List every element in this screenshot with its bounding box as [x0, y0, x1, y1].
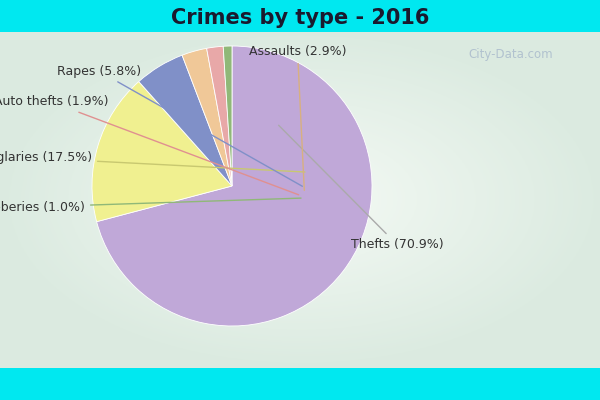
Wedge shape: [182, 48, 232, 186]
Text: Rapes (5.8%): Rapes (5.8%): [57, 65, 302, 186]
Wedge shape: [206, 46, 232, 186]
Wedge shape: [92, 82, 232, 222]
Wedge shape: [139, 55, 232, 186]
Text: Robberies (1.0%): Robberies (1.0%): [0, 198, 301, 214]
Wedge shape: [223, 46, 232, 186]
Text: Assaults (2.9%): Assaults (2.9%): [249, 45, 346, 190]
Text: Auto thefts (1.9%): Auto thefts (1.9%): [0, 96, 299, 195]
Text: Crimes by type - 2016: Crimes by type - 2016: [171, 8, 429, 28]
Text: City-Data.com: City-Data.com: [468, 48, 553, 61]
Wedge shape: [97, 46, 372, 326]
Text: Thefts (70.9%): Thefts (70.9%): [278, 125, 443, 251]
Text: Burglaries (17.5%): Burglaries (17.5%): [0, 152, 305, 172]
